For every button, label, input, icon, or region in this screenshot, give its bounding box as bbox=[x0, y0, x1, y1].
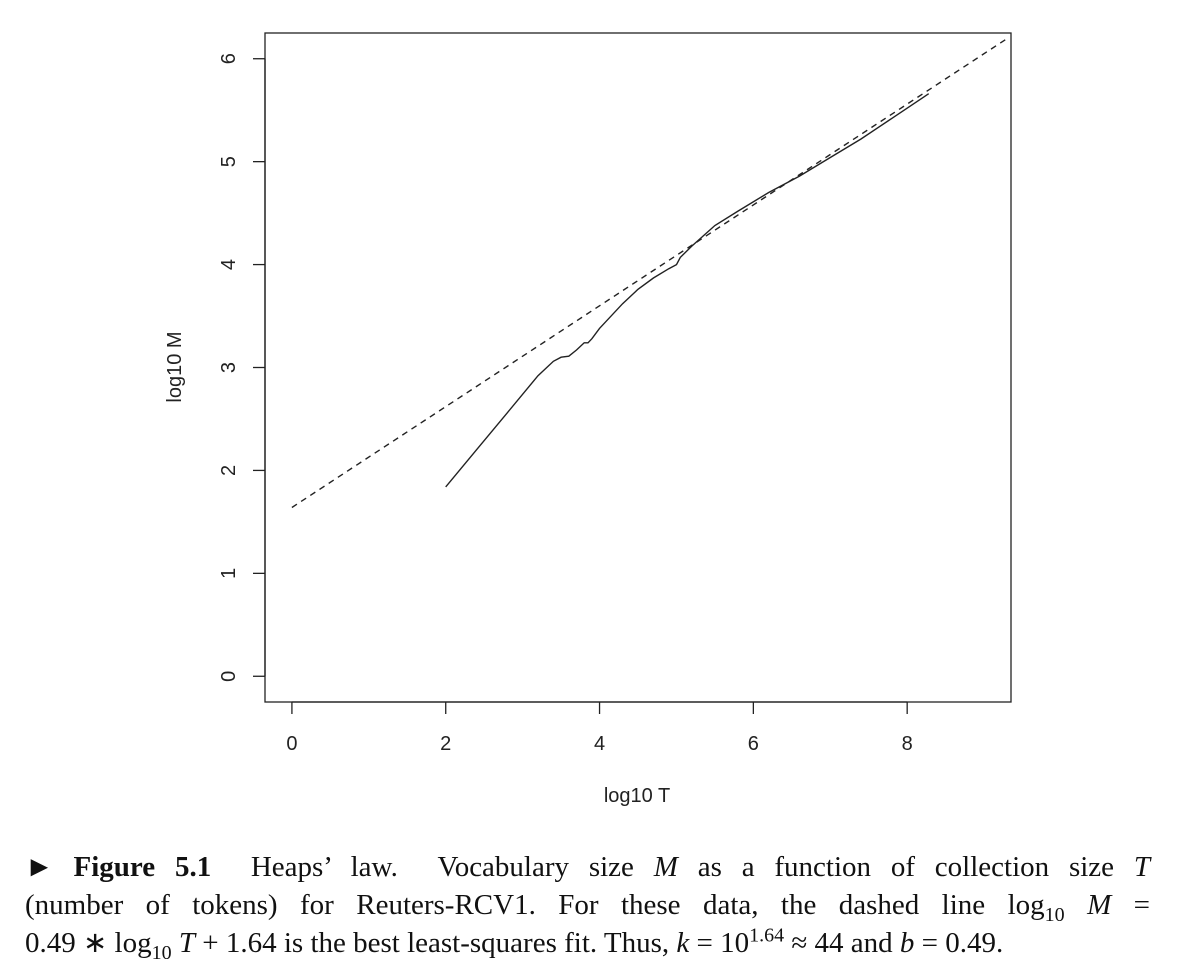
vocabulary-growth-line bbox=[445, 93, 930, 488]
y-tick-label: 1 bbox=[218, 568, 240, 579]
heaps-law-chart: 0 2 4 6 8 0 1 2 3 4 5 6 log10 T log10 M bbox=[164, 32, 1012, 807]
x-tick-label: 4 bbox=[594, 733, 605, 755]
caption-line-1: ► Figure 5.1 Heaps’ law. Vocabulary size… bbox=[25, 848, 1150, 886]
x-axis: 0 2 4 6 8 bbox=[286, 701, 913, 755]
caption-title: Heaps’ law. bbox=[250, 851, 398, 883]
caption-label: Figure 5.1 bbox=[73, 851, 212, 883]
caption-text-2: (number of tokens) for Reuters-RCV1. For… bbox=[25, 889, 1150, 926]
series-layer bbox=[291, 37, 1008, 509]
fit-line bbox=[291, 37, 1008, 509]
y-tick-label: 5 bbox=[218, 156, 240, 167]
y-tick-label: 0 bbox=[218, 671, 240, 682]
caption-text-1: Vocabulary size M as a function of colle… bbox=[437, 851, 1150, 883]
caption-marker: ► bbox=[25, 851, 54, 883]
x-tick-label: 2 bbox=[440, 733, 451, 755]
caption-text-3: 0.49 ∗ log10 T + 1.64 is the best least-… bbox=[25, 924, 1004, 964]
x-axis-title: log10 T bbox=[604, 785, 670, 807]
y-tick-label: 6 bbox=[218, 53, 240, 64]
y-tick-label: 3 bbox=[218, 362, 240, 373]
y-tick-label: 4 bbox=[218, 259, 240, 270]
y-tick-label: 2 bbox=[218, 465, 240, 476]
y-axis-title: log10 M bbox=[164, 331, 186, 402]
y-axis: 0 1 2 3 4 5 6 bbox=[218, 53, 266, 682]
x-tick-label: 6 bbox=[748, 733, 759, 755]
plot-frame bbox=[264, 32, 1012, 703]
x-tick-label: 8 bbox=[902, 733, 913, 755]
x-tick-label: 0 bbox=[286, 733, 297, 755]
figure-caption: ► Figure 5.1 Heaps’ law. Vocabulary size… bbox=[25, 848, 1150, 964]
